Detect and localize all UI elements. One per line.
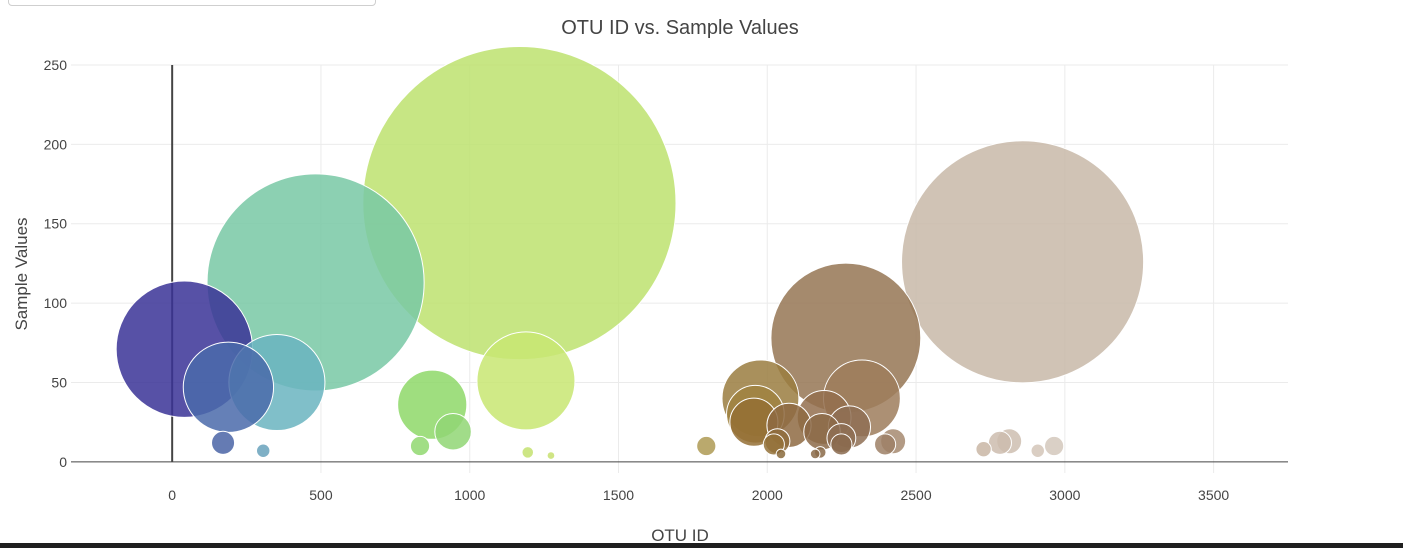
y-tick-label: 100 bbox=[44, 295, 68, 311]
bubble-point[interactable] bbox=[987, 430, 1012, 455]
bubble-point[interactable] bbox=[182, 341, 275, 433]
x-tick-label: 3000 bbox=[1049, 487, 1080, 503]
y-tick-label: 0 bbox=[59, 454, 67, 470]
bubble-point[interactable] bbox=[434, 412, 472, 451]
bottom-scrollbar-strip bbox=[0, 543, 1403, 548]
bubble-point[interactable] bbox=[1044, 435, 1065, 457]
y-axis-title: Sample Values bbox=[12, 217, 31, 330]
bubble-point[interactable] bbox=[696, 435, 717, 457]
bubble-point[interactable] bbox=[809, 448, 821, 460]
y-tick-label: 200 bbox=[44, 136, 68, 152]
x-tick-label: 2000 bbox=[752, 487, 783, 503]
bubble-point[interactable] bbox=[975, 440, 992, 458]
bubble-point[interactable] bbox=[476, 331, 576, 431]
bubble-point[interactable] bbox=[830, 433, 853, 456]
chart-title: OTU ID vs. Sample Values bbox=[561, 17, 798, 39]
x-tick-label: 1000 bbox=[454, 487, 485, 503]
bubble-point[interactable] bbox=[1030, 443, 1045, 458]
bubble-point[interactable] bbox=[409, 435, 431, 457]
y-tick-label: 250 bbox=[44, 57, 68, 73]
x-tick-label: 500 bbox=[309, 487, 333, 503]
selector-dropdown[interactable] bbox=[8, 0, 376, 6]
bubble-point[interactable] bbox=[521, 446, 535, 459]
x-tick-label: 2500 bbox=[900, 487, 931, 503]
y-tick-label: 150 bbox=[44, 216, 68, 232]
x-tick-label: 0 bbox=[168, 487, 176, 503]
bubble-point[interactable] bbox=[775, 448, 787, 460]
bubble-point[interactable] bbox=[546, 451, 556, 460]
bubble-point[interactable] bbox=[901, 140, 1145, 384]
bubble-series bbox=[115, 45, 1145, 460]
x-tick-label: 3500 bbox=[1198, 487, 1229, 503]
x-axis-title: OTU ID bbox=[651, 526, 709, 545]
x-tick-label: 1500 bbox=[603, 487, 634, 503]
bubble-point[interactable] bbox=[211, 430, 236, 455]
y-tick-label: 50 bbox=[51, 374, 67, 390]
bubble-point[interactable] bbox=[255, 443, 271, 458]
bubble-point[interactable] bbox=[874, 433, 897, 456]
